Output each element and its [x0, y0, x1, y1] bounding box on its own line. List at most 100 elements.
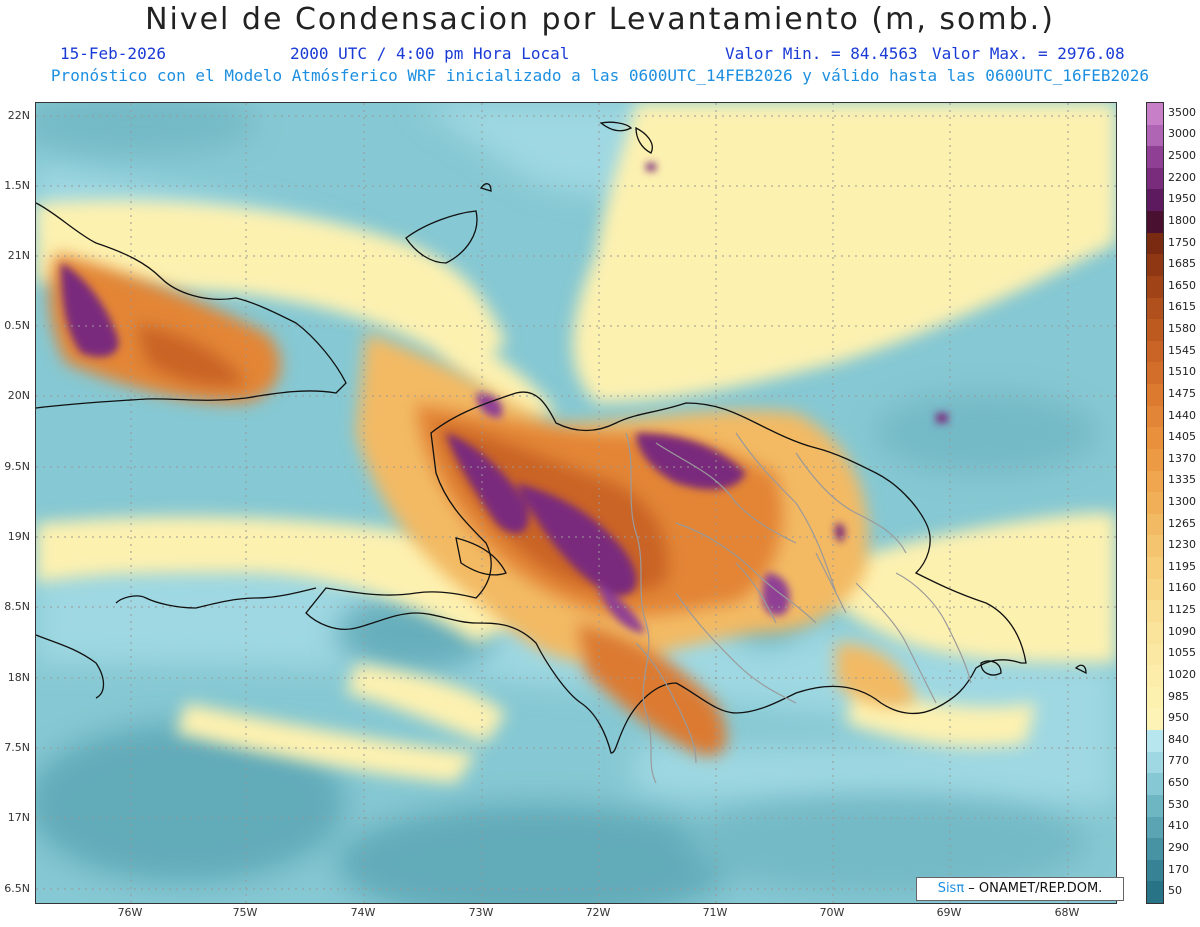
colorbar-label: 1800 — [1168, 213, 1196, 227]
colorbar-label: 1685 — [1168, 257, 1196, 271]
colorbar-label: 1160 — [1168, 581, 1196, 595]
max-value-label: Valor Max. = 2976.08 — [932, 44, 1125, 63]
colorbar-swatch — [1147, 275, 1163, 299]
colorbar-swatch — [1147, 513, 1163, 536]
colorbar-swatch — [1147, 405, 1163, 428]
colorbar-swatch — [1147, 773, 1163, 796]
colorbar-swatch — [1147, 838, 1163, 861]
colorbar-label: 1195 — [1168, 559, 1196, 573]
map-canvas — [36, 103, 1116, 903]
colorbar-label: 410 — [1168, 819, 1189, 833]
colorbar-label: 770 — [1168, 754, 1189, 768]
colorbar-label: 1950 — [1168, 192, 1196, 206]
colorbar-swatch — [1147, 686, 1163, 709]
colorbar-label: 2200 — [1168, 170, 1196, 184]
colorbar-swatch — [1147, 384, 1163, 407]
colorbar-swatch — [1147, 600, 1163, 623]
lat-label: 8.5N — [4, 600, 30, 613]
purple-peaks — [61, 163, 948, 633]
haiti-south-coast — [115, 587, 317, 609]
lon-label: 75W — [232, 906, 258, 919]
lon-label: 69W — [936, 906, 962, 919]
colorbar-swatch — [1147, 859, 1163, 882]
lat-label: 20N — [7, 389, 30, 402]
colorbar-swatch — [1147, 297, 1163, 320]
lat-label: 22N — [7, 109, 30, 122]
colorbar-swatch — [1147, 470, 1163, 493]
lon-label: 73W — [468, 906, 494, 919]
colorbar-label: 1230 — [1168, 538, 1196, 552]
colorbar-swatch — [1147, 319, 1163, 342]
colorbar-label: 290 — [1168, 840, 1189, 854]
colorbar-swatch — [1147, 730, 1163, 753]
lat-label: 0.5N — [4, 319, 30, 332]
colorbar-label: 1580 — [1168, 322, 1196, 336]
lon-label: 70W — [819, 906, 845, 919]
lon-label: 76W — [117, 906, 143, 919]
colorbar-label: 530 — [1168, 797, 1189, 811]
inagua-coast — [405, 210, 478, 264]
yellow-bands — [36, 103, 1116, 783]
colorbar-label: 1055 — [1168, 646, 1196, 660]
lat-label: 19N — [7, 530, 30, 543]
colorbar-label: 1545 — [1168, 343, 1196, 357]
colorbar-swatch — [1147, 816, 1163, 839]
lat-label: 6.5N — [4, 882, 30, 895]
hispaniola-coast — [305, 391, 1027, 754]
colorbar-swatch — [1147, 146, 1163, 169]
colorbar-label: 1750 — [1168, 235, 1196, 249]
colorbar-swatch — [1147, 189, 1163, 212]
colorbar-label: 3000 — [1168, 127, 1196, 141]
colorbar-label: 3500 — [1168, 105, 1196, 119]
lcl-map[interactable] — [35, 102, 1117, 904]
colorbar-swatch — [1147, 103, 1163, 126]
credit-text: – ONAMET/REP.DOM. — [964, 881, 1103, 896]
lon-label: 68W — [1054, 906, 1080, 919]
lat-label: 9.5N — [4, 460, 30, 473]
colorbar-swatch — [1147, 362, 1163, 385]
colorbar-swatch — [1147, 643, 1163, 666]
coastlines — [36, 121, 1087, 754]
lat-label: 18N — [7, 671, 30, 684]
lat-label: 21N — [7, 249, 30, 262]
colorbar-label: 1405 — [1168, 430, 1196, 444]
colorbar-label: 840 — [1168, 732, 1189, 746]
colorbar-label: 1510 — [1168, 365, 1196, 379]
lon-label: 71W — [702, 906, 728, 919]
map-grid — [36, 103, 1116, 903]
colorbar-label: 1650 — [1168, 278, 1196, 292]
colorbar-swatch — [1147, 427, 1163, 450]
colorbar-swatch — [1147, 492, 1163, 515]
colorbar-label: 950 — [1168, 711, 1189, 725]
colorbar-swatch — [1147, 448, 1163, 472]
jamaica-coast — [36, 634, 105, 699]
colorbar-label: 1335 — [1168, 473, 1196, 487]
colorbar-label: 1615 — [1168, 300, 1196, 314]
colorbar-label: 1370 — [1168, 451, 1196, 465]
lat-label: 1.5N — [4, 179, 30, 192]
colorbar-swatch — [1147, 167, 1163, 190]
colorbar-label: 1300 — [1168, 495, 1196, 508]
colorbar-label: 985 — [1168, 689, 1189, 703]
sispi-logo: Sisπ — [937, 881, 965, 896]
colorbar-swatch — [1147, 535, 1163, 558]
colorbar-swatch — [1147, 232, 1163, 255]
lat-label: 7.5N — [4, 741, 30, 754]
credit-box: Sisπ – ONAMET/REP.DOM. — [916, 877, 1124, 901]
colorbar-swatch — [1147, 124, 1163, 147]
province-borders — [625, 432, 972, 784]
lon-label: 74W — [350, 906, 376, 919]
colorbar-swatch — [1147, 708, 1163, 731]
colorbar-swatch — [1147, 578, 1163, 601]
colorbar-label: 50 — [1168, 884, 1182, 898]
colorbar-label: 1475 — [1168, 386, 1196, 400]
caicos-coast — [599, 121, 633, 132]
colorbar-label: 170 — [1168, 862, 1189, 876]
gonave-coast — [455, 537, 507, 576]
forecast-note: Pronóstico con el Modelo Atmósferico WRF… — [50, 66, 1150, 85]
colorbar-label: 1440 — [1168, 408, 1196, 422]
colorbar-swatch — [1147, 621, 1163, 645]
colorbar-swatch — [1147, 751, 1163, 774]
colorbar-label: 2500 — [1168, 149, 1196, 163]
time-label: 2000 UTC / 4:00 pm Hora Local — [290, 44, 570, 63]
